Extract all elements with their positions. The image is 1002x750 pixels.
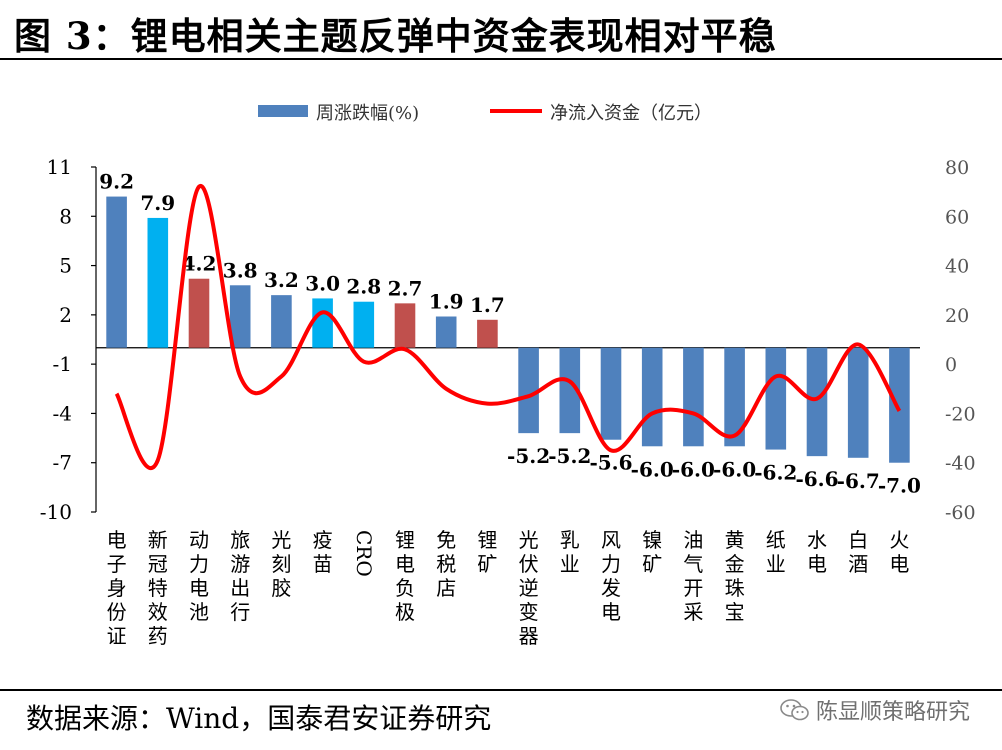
category-label: 动力电池 (189, 528, 209, 624)
watermark: 陈显顺策略研究 (780, 694, 970, 726)
right-tick-label: -20 (945, 403, 976, 425)
bar (353, 301, 375, 348)
bar (889, 347, 910, 463)
category-label: 锂矿 (477, 528, 497, 576)
legend-bar-label: 周涨跌幅(%) (316, 103, 419, 124)
bar (188, 278, 210, 348)
category-label: 乳业 (560, 528, 580, 576)
bar (229, 285, 251, 348)
category-labels: 电子身份证 新冠特效药 动力电池 旅游出行 光刻胶 疫苗 CRO 锂电负极 免税店 锂矿 光伏逆变器… (107, 528, 910, 648)
bar (724, 347, 745, 447)
bar (435, 316, 457, 348)
bar (271, 295, 292, 348)
bar-value-label: -5.2 (548, 444, 591, 468)
bar-value-label: 2.7 (388, 276, 423, 300)
bar-value-label: 1.9 (429, 290, 464, 314)
bar (806, 347, 828, 457)
category-label: 黄金珠宝 (725, 528, 745, 624)
bar (106, 196, 127, 348)
legend-bar-swatch (258, 105, 308, 117)
right-tick-label: -40 (945, 453, 976, 475)
category-label: 光伏逆变器 (519, 528, 539, 648)
left-tick-label: -4 (53, 401, 72, 425)
bar-value-label: 9.2 (99, 170, 134, 194)
bar-value-label: -6.0 (713, 457, 756, 481)
bar-value-label: 3.2 (264, 268, 299, 292)
bar (600, 347, 622, 440)
net-inflow-line (114, 184, 902, 471)
bar (312, 298, 333, 348)
left-tick-label: 5 (59, 254, 72, 278)
bar (559, 347, 581, 434)
bar (477, 319, 498, 348)
bar (641, 347, 663, 447)
category-label: 新冠特效药 (148, 528, 168, 648)
bar-value-labels: 9.27.94.2 3.8 3.2 3.0 2.8 2.71.9 1.7-5.2-5.2-5… (99, 170, 921, 498)
right-tick-label: 20 (945, 305, 969, 327)
right-tick-label: 40 (945, 256, 969, 278)
category-label: CRO (352, 530, 376, 577)
bar-value-label: 7.9 (140, 191, 175, 215)
category-label: 光刻胶 (271, 528, 291, 600)
bar (765, 347, 787, 450)
bar-value-label: -6.2 (754, 461, 797, 485)
source-note: 数据来源：Wind，国泰君安证券研究 (26, 702, 492, 735)
legend-line-label: 净流入资金（亿元） (550, 103, 712, 124)
bar-value-label: -6.0 (672, 457, 715, 481)
watermark-text: 陈显顺策略研究 (815, 700, 970, 725)
wechat-icon (780, 699, 809, 721)
bar (518, 347, 539, 434)
bar-value-label: 3.8 (223, 258, 258, 282)
chart-legend: 周涨跌幅(%) 净流入资金（亿元） (258, 103, 712, 124)
bar (147, 217, 169, 348)
category-label: 水电 (807, 528, 827, 576)
line-series (114, 184, 902, 471)
left-tick-label: -1 (53, 352, 72, 376)
left-tick-label: -10 (40, 500, 72, 524)
left-tick-label: 8 (59, 204, 72, 228)
category-label: 油气开采 (683, 528, 703, 624)
bar-value-label: -6.6 (795, 467, 838, 491)
right-tick-label: 60 (945, 206, 969, 228)
category-label: 电子身份证 (107, 528, 127, 648)
category-label: 疫苗 (313, 528, 333, 576)
chart: 周涨跌幅(%) 净流入资金（亿元） 11 8 5 2 -1 -4 -7 -10 80 60 40 20… (40, 103, 976, 648)
left-tick-label: 11 (47, 155, 72, 179)
category-label: 镍矿 (642, 528, 662, 576)
bar-value-label: -6.0 (631, 457, 674, 481)
category-label: 火电 (889, 528, 909, 576)
category-label: 白酒 (848, 528, 868, 576)
bar-value-label: -5.2 (507, 444, 550, 468)
footer-divider (0, 689, 1002, 691)
chart-axes: 11 8 5 2 -1 -4 -7 -10 80 60 40 20 0 -20 -40 -60 (40, 155, 976, 524)
category-label: 风力发电 (601, 528, 621, 624)
bar (847, 347, 869, 458)
bar (394, 303, 416, 348)
right-tick-label: 0 (945, 354, 957, 376)
bar-series (106, 196, 910, 463)
bar-value-label: 3.0 (305, 271, 340, 295)
bar-value-label: -6.7 (837, 469, 880, 493)
bar-value-label: 1.7 (470, 293, 505, 317)
page-title: 图 3：锂电相关主题反弹中资金表现相对平稳 (14, 14, 777, 58)
bar-value-label: -7.0 (878, 474, 921, 498)
bar-value-label: -5.6 (589, 451, 632, 475)
left-tick-label: -7 (53, 451, 72, 475)
left-tick-label: 2 (59, 303, 72, 327)
category-label: 纸业 (766, 528, 786, 576)
category-label: 免税店 (436, 528, 456, 600)
right-tick-label: -60 (945, 502, 976, 524)
bar (683, 347, 704, 447)
right-tick-label: 80 (945, 157, 969, 179)
bar-value-label: 2.8 (346, 275, 381, 299)
category-label: 旅游出行 (230, 528, 250, 624)
bar-value-label: 4.2 (182, 252, 217, 276)
category-label: 锂电负极 (395, 528, 415, 624)
title-divider (0, 58, 1002, 60)
